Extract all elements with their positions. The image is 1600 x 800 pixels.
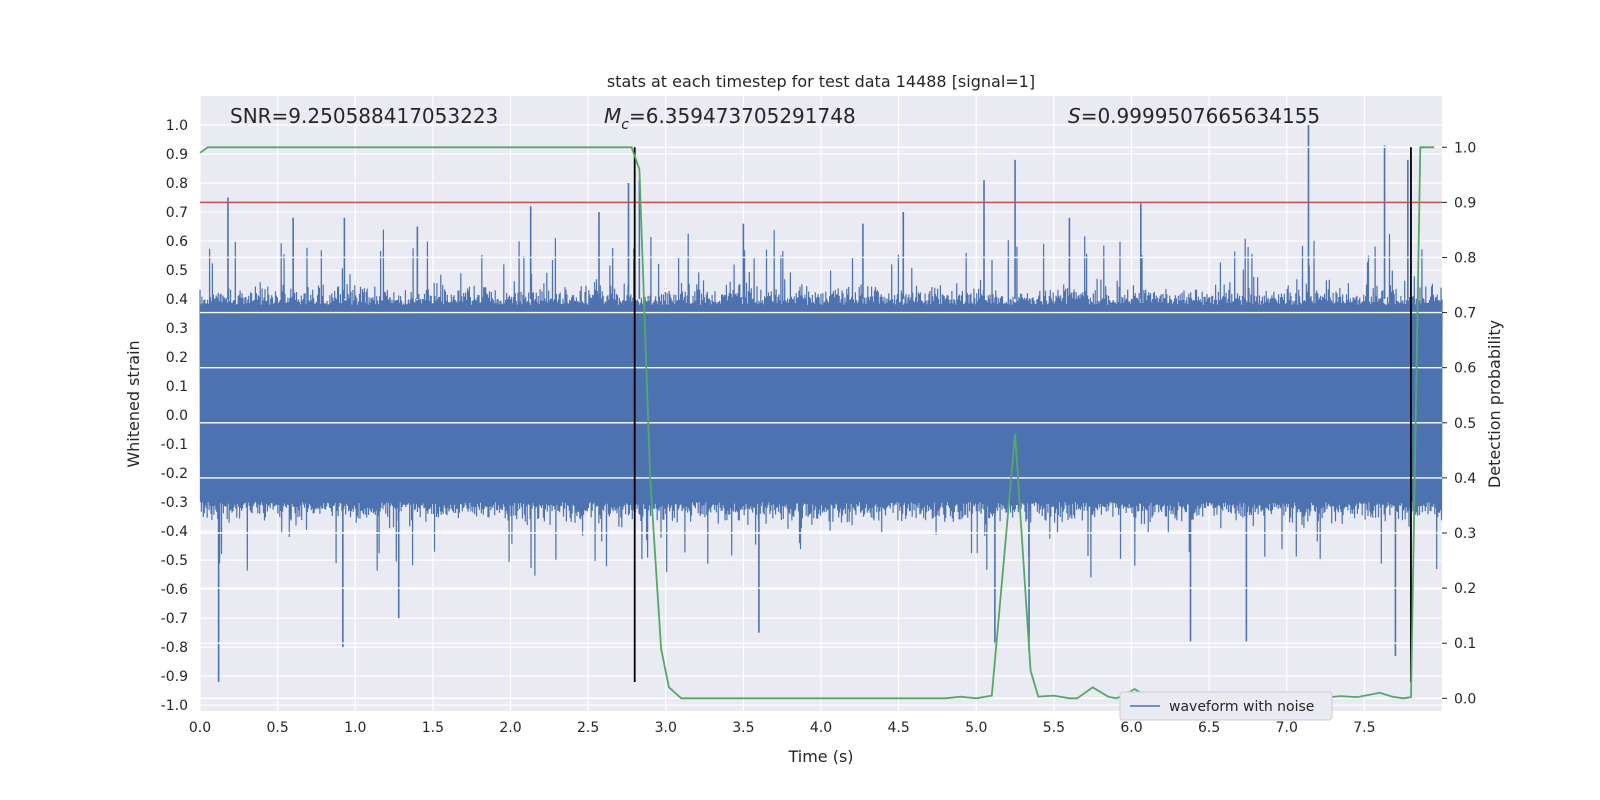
y-tick-label: 0.1 [166, 379, 188, 395]
x-tick-label: 3.0 [655, 720, 677, 736]
y2-tick-label: 0.1 [1454, 636, 1476, 652]
y-tick-label: 0.5 [166, 263, 188, 279]
y-tick-label: -0.3 [161, 495, 188, 511]
chirp-mass-symbol: M [604, 104, 621, 128]
x-tick-label: 7.0 [1276, 720, 1298, 736]
y2-tick-label: 0.9 [1454, 195, 1476, 211]
x-tick-label: 1.0 [344, 720, 366, 736]
x-tick-label: 0.5 [266, 720, 288, 736]
x-tick-label: 5.0 [965, 720, 987, 736]
x-tick-label: 1.5 [422, 720, 444, 736]
y-tick-label: -0.5 [161, 553, 188, 569]
y2-tick-label: 0.7 [1454, 306, 1476, 322]
chirp-mass-value: =6.359473705291748 [629, 104, 856, 128]
chart-title: stats at each timestep for test data 144… [607, 72, 1035, 91]
probability-line [199, 146, 1435, 700]
x-tick-label: 5.5 [1043, 720, 1065, 736]
x-tick-label: 2.0 [499, 720, 521, 736]
y-axis-label: Whitened strain [124, 340, 143, 467]
x-tick-label: 2.5 [577, 720, 599, 736]
overlay-lines [200, 146, 1442, 700]
y2-tick-label: 0.3 [1454, 526, 1476, 542]
y-tick-label: 0.3 [166, 321, 188, 337]
x-tick-label: 3.5 [732, 720, 754, 736]
y2-axis-label: Detection probability [1485, 320, 1504, 488]
tick-labels: 0.0 0.5 1.0 1.5 2.0 2.5 3.0 3.5 4.0 4.5 5.0 5.5 6.0 6… [161, 118, 1477, 736]
y-tick-label: -0.7 [161, 611, 188, 627]
x-axis-label: Time (s) [787, 747, 853, 766]
y-tick-label: -0.1 [161, 437, 188, 453]
chirp-mass-annotation: Mc=6.359473705291748 [604, 104, 856, 133]
y-tick-label: -0.6 [161, 582, 188, 598]
snr-annotation: SNR=9.250588417053223 [230, 104, 498, 128]
y-tick-label: 0.9 [166, 147, 188, 163]
score-value: =0.9999507665634155 [1081, 104, 1320, 128]
y-tick-label: -0.4 [161, 524, 188, 540]
score-annotation: S=0.9999507665634155 [1068, 104, 1320, 128]
y-tick-label: 1.0 [166, 118, 188, 134]
y2-tick-label: 0.4 [1454, 471, 1476, 487]
y-tick-label: -0.9 [161, 669, 188, 685]
y-tick-label: -0.2 [161, 466, 188, 482]
y-tick-label: 0.6 [166, 234, 188, 250]
x-tick-label: 6.0 [1120, 720, 1142, 736]
y2-tick-label: 0.0 [1454, 691, 1476, 707]
y-tick-label: -1.0 [161, 698, 188, 714]
y2-tick-label: 0.5 [1454, 416, 1476, 432]
waveform-line [199, 229, 1443, 578]
legend: waveform with noise [1119, 691, 1333, 721]
y-tick-label: 0.4 [166, 292, 188, 308]
x-tick-label: 4.5 [887, 720, 909, 736]
y2-tick-label: 0.6 [1454, 361, 1476, 377]
y-tick-label: 0.0 [166, 408, 188, 424]
y-tick-label: 0.8 [166, 176, 188, 192]
y-tick-label: 0.7 [166, 205, 188, 221]
x-tick-label: 4.0 [810, 720, 832, 736]
waveform-series [199, 125, 1443, 682]
x-tick-label: 6.5 [1198, 720, 1220, 736]
y-tick-label: 0.2 [166, 350, 188, 366]
x-tick-label: 7.5 [1353, 720, 1375, 736]
y2-tick-label: 1.0 [1454, 140, 1476, 156]
probability-series [199, 146, 1435, 700]
score-symbol: S [1068, 104, 1081, 128]
y2-tick-label: 0.2 [1454, 581, 1476, 597]
legend-label: waveform with noise [1169, 699, 1314, 715]
y-tick-label: -0.8 [161, 640, 188, 656]
legend-box [1119, 691, 1333, 721]
y2-tick-label: 0.8 [1454, 250, 1476, 266]
x-tick-label: 0.0 [189, 720, 211, 736]
chirp-mass-subscript: c [621, 117, 629, 133]
